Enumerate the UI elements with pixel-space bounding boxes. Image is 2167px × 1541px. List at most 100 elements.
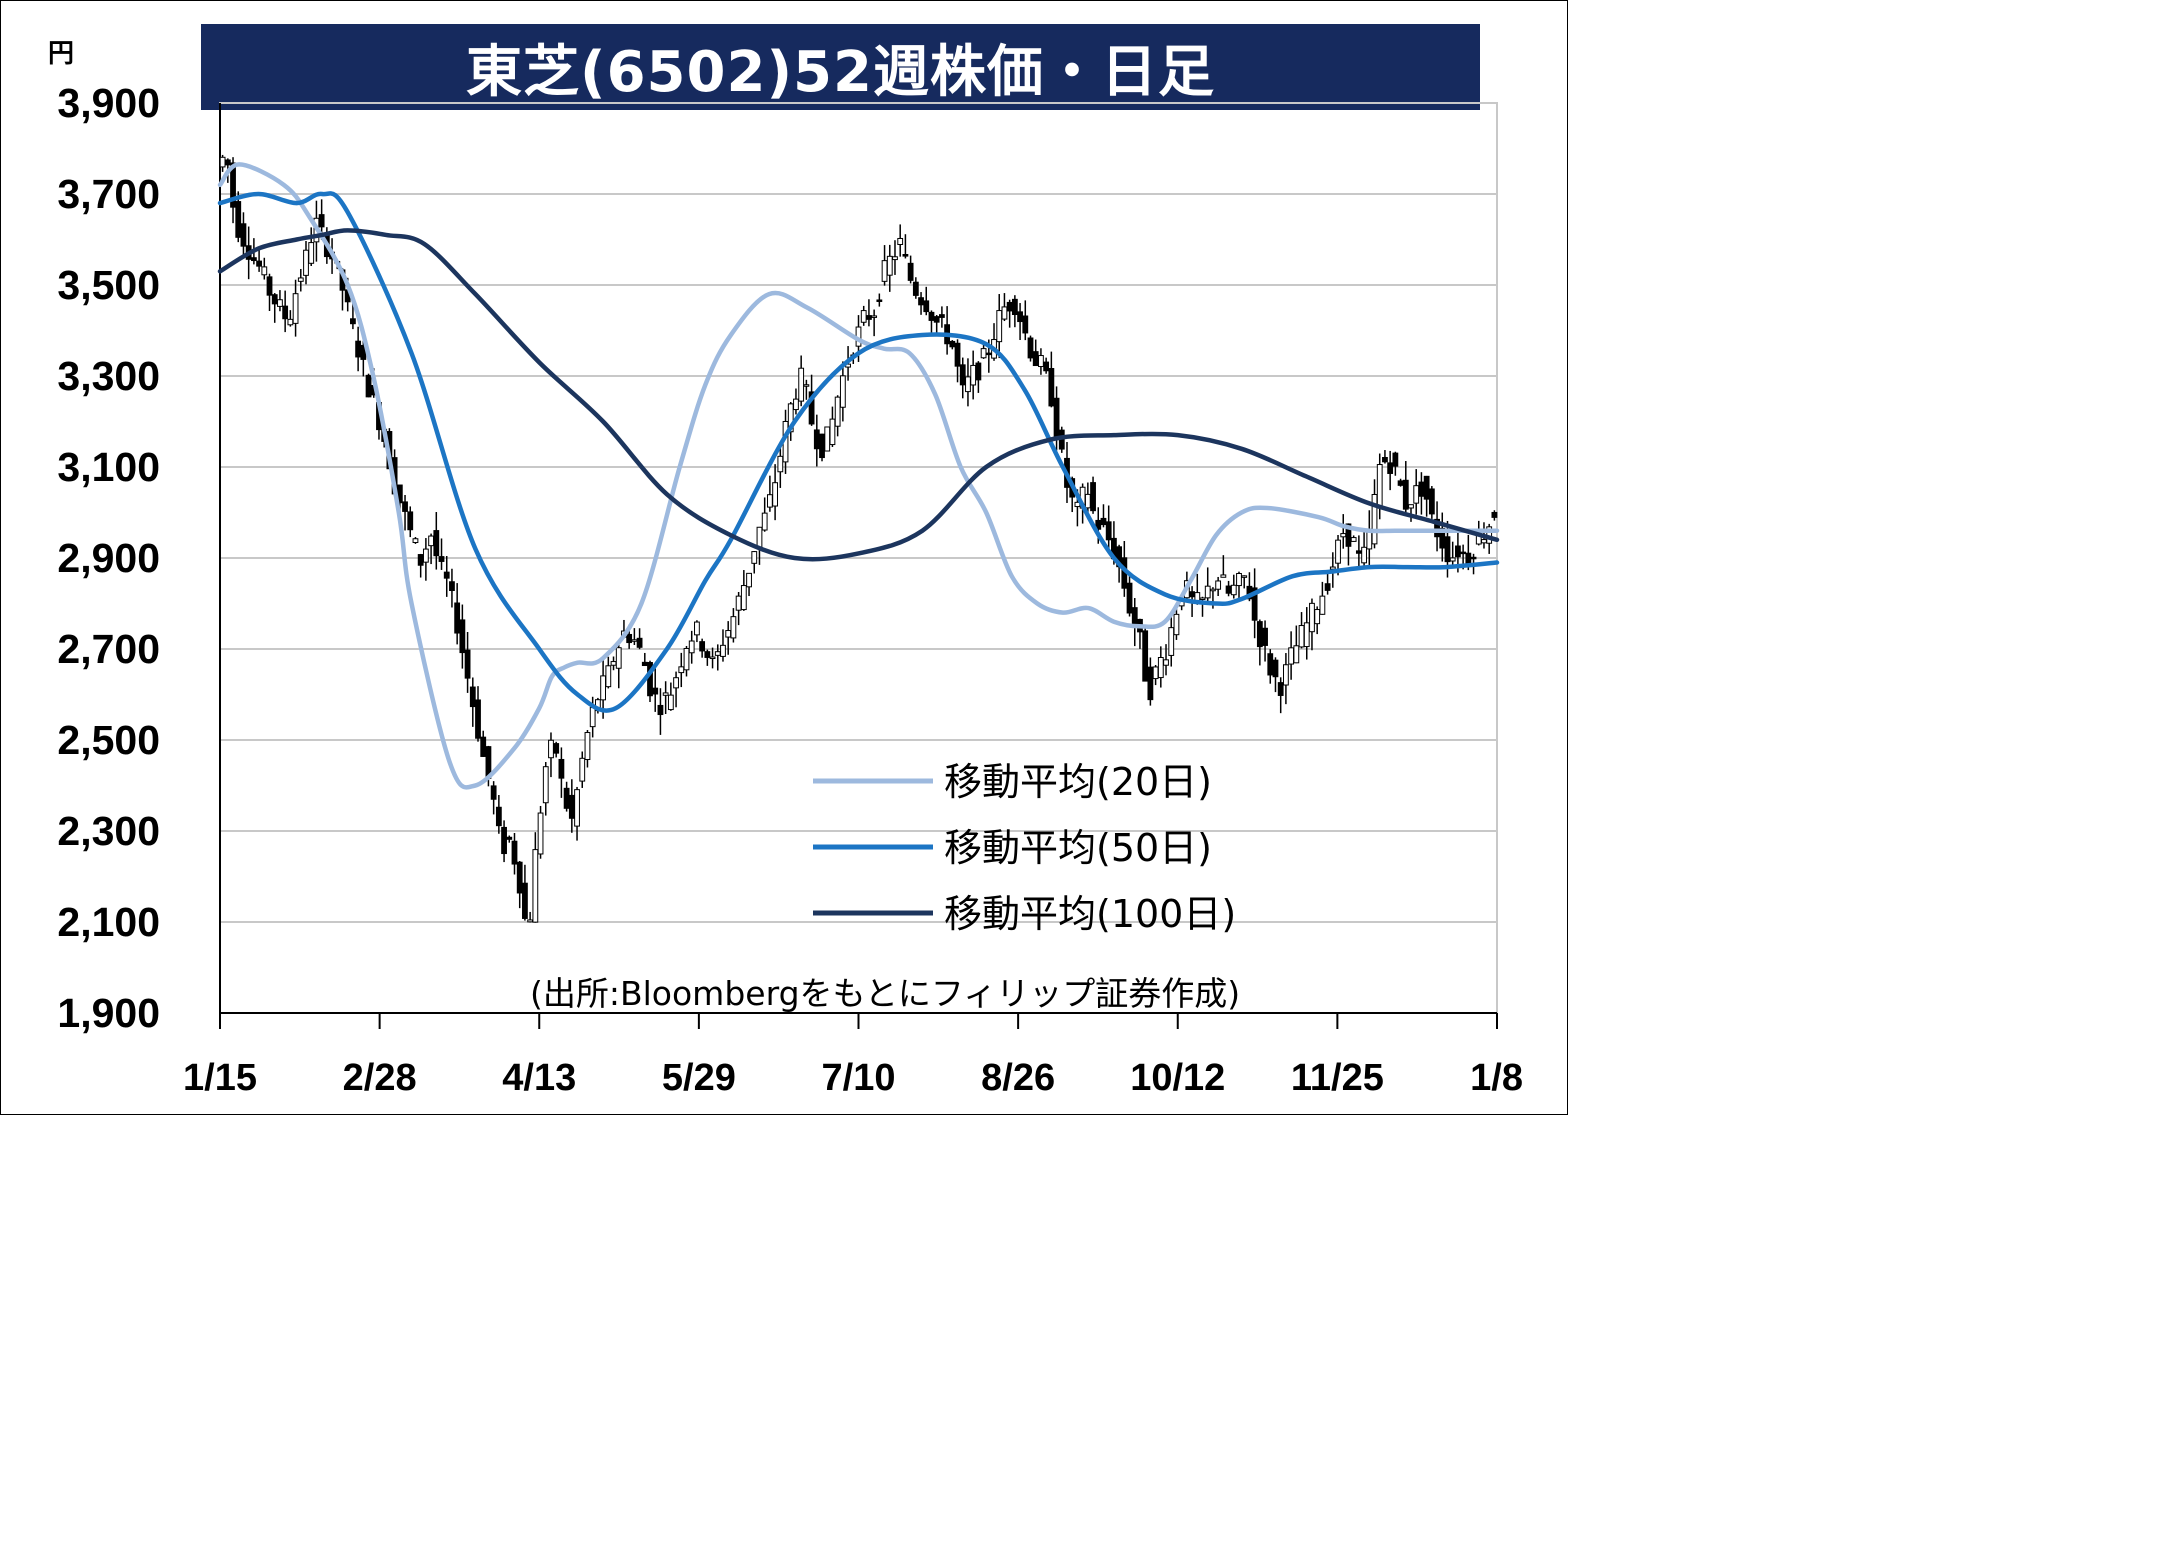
- ma100-line: [217, 228, 1500, 562]
- y-unit-label: 円: [48, 39, 74, 69]
- y-tick-label: 3,100: [57, 444, 160, 490]
- y-tick-label: 2,100: [57, 899, 160, 945]
- candle-body: [1105, 521, 1112, 541]
- candle-body: [1455, 545, 1461, 558]
- candle-body: [1147, 666, 1154, 701]
- candle-body: [1402, 479, 1409, 510]
- candle-body: [1204, 585, 1211, 599]
- candle-body: [1142, 630, 1149, 682]
- candle-body: [250, 257, 257, 262]
- candle-body: [1303, 622, 1310, 648]
- candle-body: [1100, 517, 1107, 526]
- candle-body: [282, 305, 289, 320]
- x-tick-label: 5/29: [662, 1057, 736, 1099]
- candle-body: [667, 694, 674, 711]
- candle-body: [350, 318, 356, 325]
- candle-body: [1371, 493, 1378, 545]
- candle-body: [1053, 397, 1060, 438]
- candle-body: [631, 639, 638, 642]
- candle-body: [1324, 583, 1331, 591]
- candle-body: [1152, 666, 1159, 680]
- candle-body: [266, 276, 273, 296]
- candle-body: [256, 260, 262, 267]
- candle-body: [1032, 351, 1039, 367]
- candle-body: [1418, 481, 1425, 497]
- candle-body: [1251, 587, 1258, 621]
- candle-body: [1048, 368, 1055, 407]
- candle-body: [720, 644, 726, 657]
- candle-body: [605, 665, 612, 688]
- legend-label: 移動平均(50日): [944, 826, 1212, 870]
- candle-body: [985, 352, 992, 356]
- candle-body: [1314, 609, 1321, 625]
- x-tick-label: 2/28: [343, 1057, 417, 1099]
- candle-body: [1236, 572, 1242, 587]
- candle-body: [777, 455, 784, 473]
- legend: 移動平均(20日) 移動平均(50日) 移動平均(100日): [813, 760, 1236, 936]
- candle-body: [459, 619, 466, 654]
- chart-title: 東芝(6502)52週株価・日足: [466, 39, 1215, 105]
- candle-body: [1157, 657, 1164, 679]
- candle-body: [558, 758, 565, 779]
- candle-body: [1309, 602, 1315, 633]
- candle-body: [1090, 482, 1096, 512]
- candle-body: [683, 647, 690, 671]
- candle-body: [772, 482, 779, 507]
- candle-body: [417, 554, 424, 566]
- candle-body: [1350, 537, 1357, 542]
- candle-body: [402, 501, 408, 512]
- candle-body: [542, 766, 549, 804]
- x-tick-label: 4/13: [502, 1057, 576, 1099]
- candle-body: [699, 641, 706, 652]
- candle-body: [725, 630, 732, 638]
- candle-body: [1084, 493, 1091, 509]
- candle-body: [704, 651, 711, 658]
- candle-body: [475, 699, 481, 739]
- x-tick-label: 1/8: [1470, 1057, 1523, 1099]
- candle-body: [1173, 613, 1180, 636]
- candle-body: [866, 315, 872, 320]
- y-tick-label: 2,500: [57, 717, 160, 763]
- candle-body: [443, 571, 450, 579]
- candle-body: [563, 787, 570, 809]
- candle-body: [422, 548, 429, 563]
- candle-body: [1006, 301, 1013, 312]
- candle-body: [1017, 311, 1023, 323]
- candle-body: [1428, 488, 1435, 515]
- ma20-line: [217, 162, 1500, 790]
- candle-body: [714, 651, 721, 656]
- candle-body: [1288, 647, 1295, 665]
- candle-body: [1335, 539, 1341, 564]
- candle-body: [959, 364, 966, 386]
- candle-body: [970, 364, 977, 386]
- y-axis: 1,900 2,100 2,300 2,500 2,700 2,900 3,100 3,300…: [57, 80, 221, 1036]
- candle-body: [1376, 464, 1383, 509]
- candle-body: [355, 340, 362, 358]
- candle-body: [1272, 659, 1279, 678]
- candle-body: [1011, 298, 1018, 316]
- candle-body: [694, 621, 700, 636]
- candle-body: [277, 299, 283, 307]
- candle-body: [1355, 550, 1362, 554]
- candle-body: [907, 262, 914, 281]
- candle-body: [1319, 595, 1326, 615]
- candle-body: [897, 237, 904, 246]
- candle-body: [975, 362, 982, 381]
- candle-body: [673, 677, 679, 689]
- y-tick-label: 3,700: [57, 171, 160, 217]
- candle-body: [449, 581, 455, 591]
- candle-body: [928, 311, 935, 321]
- candle-body: [1189, 591, 1195, 598]
- candle-body: [793, 398, 799, 411]
- candle-body: [1491, 511, 1498, 518]
- y-tick-label: 3,900: [57, 80, 160, 126]
- candle-body: [641, 661, 648, 667]
- candle-body: [318, 214, 325, 228]
- candle-body: [1027, 337, 1034, 359]
- candle-body: [1423, 475, 1430, 500]
- stock-chart: 1,900 2,100 2,300 2,500 2,700 2,900 3,100 3,300…: [48, 39, 1523, 1099]
- candle-body: [965, 376, 971, 393]
- candle-body: [610, 661, 617, 666]
- candle-body: [860, 310, 867, 323]
- candle-body: [1241, 575, 1248, 578]
